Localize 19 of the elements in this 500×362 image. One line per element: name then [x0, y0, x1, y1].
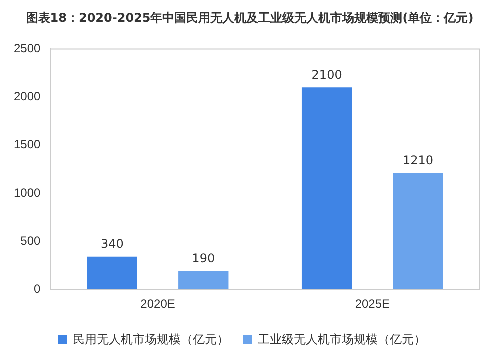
legend-label: 工业级无人机市场规模（亿元） [258, 332, 426, 346]
chart-title: 图表18：2020-2025年中国民用无人机及工业级无人机市场规模预测(单位：亿元) [25, 10, 475, 27]
data-label: 2100 [312, 68, 342, 82]
y-tick-label: 0 [34, 282, 42, 296]
y-tick-label: 1000 [14, 186, 42, 200]
x-tick-label: 2020E [140, 297, 176, 312]
data-label: 1210 [403, 153, 434, 168]
bar [178, 271, 229, 290]
y-tick-label: 1500 [14, 138, 42, 152]
y-tick-label: 500 [20, 234, 42, 248]
bar [87, 256, 138, 290]
x-tick-label: 2025E [355, 297, 390, 312]
bar [393, 173, 444, 290]
y-tick-label: 2500 [14, 42, 42, 56]
bar [302, 88, 352, 290]
legend-label: 民用无人机市场规模（亿元） [73, 332, 229, 346]
data-label: 190 [192, 251, 216, 266]
y-tick-label: 2000 [14, 90, 42, 104]
data-label: 340 [100, 237, 124, 252]
